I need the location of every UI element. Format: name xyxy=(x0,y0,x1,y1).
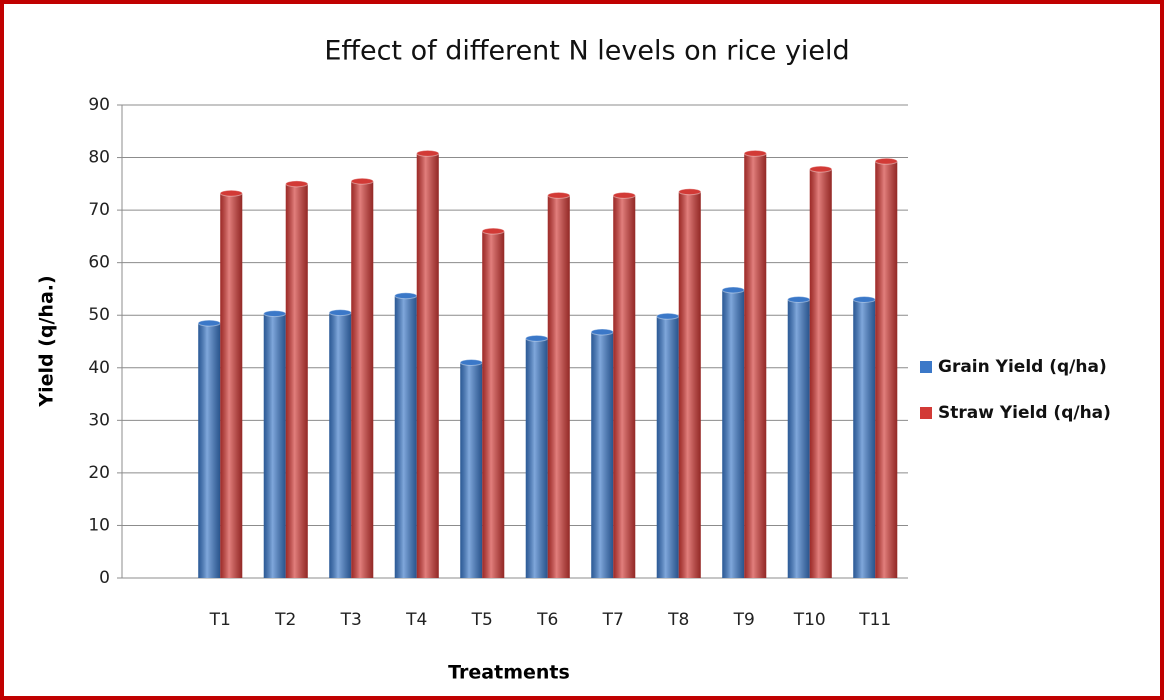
y-tick-label: 20 xyxy=(88,463,110,483)
legend-swatch xyxy=(920,361,932,373)
bar-shine xyxy=(875,161,898,579)
bar-cap xyxy=(721,286,745,294)
bar-cap xyxy=(285,180,309,188)
x-tick-label: T1 xyxy=(209,610,231,630)
bar-shine xyxy=(525,338,548,578)
bar-shine xyxy=(809,169,832,578)
bar-shine xyxy=(416,153,439,578)
bar-shine xyxy=(394,295,417,578)
y-axis-title: Yield (q/ha.) xyxy=(36,275,58,407)
bar-cap xyxy=(678,188,702,196)
bar-cap xyxy=(350,177,374,185)
bar-cap xyxy=(481,227,505,235)
x-tick-label: T10 xyxy=(793,610,826,630)
bar-cap xyxy=(219,189,243,197)
bar-shine xyxy=(198,323,221,578)
bar-shine xyxy=(656,316,679,578)
bar-shine xyxy=(613,195,636,578)
bar-cap xyxy=(525,334,549,342)
y-tick-label: 80 xyxy=(88,148,110,168)
bar-shine xyxy=(263,313,286,578)
x-tick-label: T7 xyxy=(602,610,624,630)
bar-shine xyxy=(285,183,308,579)
y-tick-label: 0 xyxy=(99,568,110,588)
y-tick-label: 90 xyxy=(88,95,110,115)
y-tick-label: 10 xyxy=(88,515,110,535)
bar-cap xyxy=(656,312,680,320)
bar-cap xyxy=(874,157,898,165)
x-tick-label: T4 xyxy=(405,610,427,630)
x-tick-label: T3 xyxy=(340,610,362,630)
bar-shine xyxy=(460,362,483,578)
legend-label: Straw Yield (q/ha) xyxy=(938,403,1111,423)
bar-cap xyxy=(809,165,833,173)
bar-shine xyxy=(351,181,374,578)
chart-title: Effect of different N levels on rice yie… xyxy=(324,36,849,67)
bar-shine xyxy=(787,299,810,578)
bar-cap xyxy=(197,319,221,327)
legend-label: Grain Yield (q/ha) xyxy=(938,357,1107,377)
bar-cap xyxy=(394,292,418,300)
bar-shine xyxy=(591,332,614,578)
x-tick-label: T9 xyxy=(733,610,755,630)
bar-cap xyxy=(547,191,571,199)
bar-cap xyxy=(590,328,614,336)
bar-shine xyxy=(853,299,876,578)
bar-cap xyxy=(328,309,352,317)
legend-swatch xyxy=(920,407,932,419)
bar-cap xyxy=(852,295,876,303)
x-tick-label: T6 xyxy=(536,610,558,630)
y-tick-label: 30 xyxy=(88,410,110,430)
bar-shine xyxy=(220,193,243,578)
bar-shine xyxy=(482,231,505,578)
bar-shine xyxy=(744,153,767,578)
y-tick-label: 40 xyxy=(88,358,110,378)
bar-cap xyxy=(263,310,287,318)
x-tick-label: T2 xyxy=(274,610,296,630)
bar-cap xyxy=(459,359,483,367)
y-tick-label: 70 xyxy=(88,200,110,220)
bar-cap xyxy=(743,149,767,157)
bar-shine xyxy=(547,195,570,578)
bar-cap xyxy=(612,191,636,199)
x-tick-label: T8 xyxy=(667,610,689,630)
y-tick-label: 60 xyxy=(88,253,110,273)
bar-shine xyxy=(329,312,352,578)
x-axis-title: Treatments xyxy=(448,662,570,684)
y-tick-label: 50 xyxy=(88,305,110,325)
x-tick-label: T5 xyxy=(471,610,493,630)
x-tick-label: T11 xyxy=(858,610,891,630)
bar-cap xyxy=(787,295,811,303)
bar-shine xyxy=(722,289,745,578)
bar-cap xyxy=(416,149,440,157)
bar-shine xyxy=(678,191,701,578)
